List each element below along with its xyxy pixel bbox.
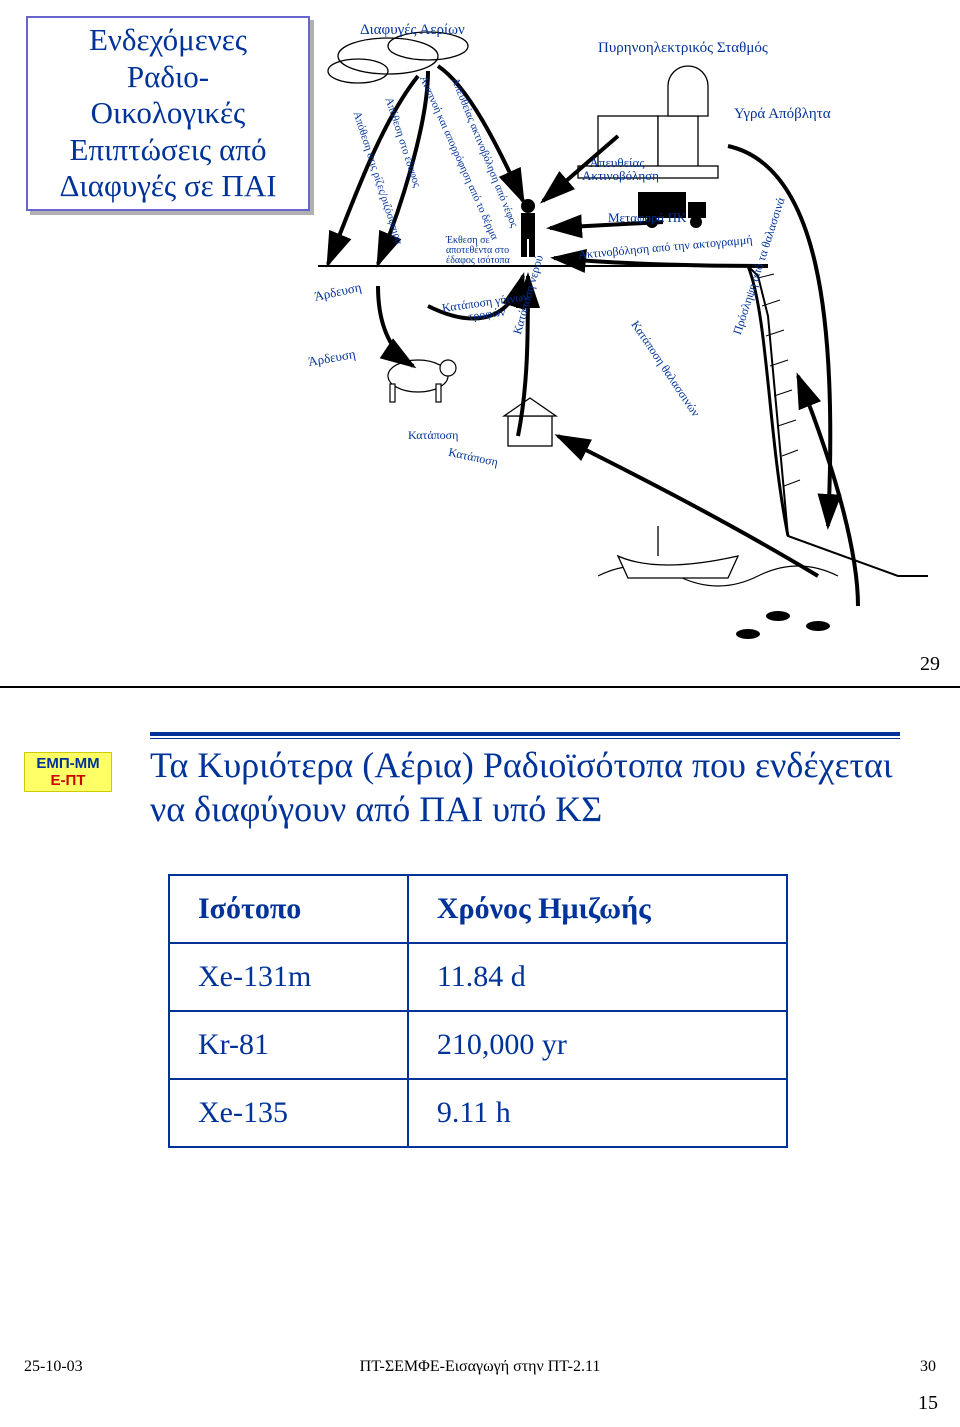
label-npp: Πυρηνοηλεκτρικός Σταθμός	[598, 40, 768, 57]
title-line: Οικολογικές	[34, 95, 302, 132]
title-line: Διαφυγές σε ΠΑΙ	[34, 168, 302, 205]
col-isotope: Ισότοπο	[169, 875, 408, 943]
table-row: Xe-135 9.11 h	[169, 1079, 787, 1147]
title-rule-thick	[150, 732, 900, 736]
slide2-title: Τα Κυριότερα (Αέρια) Ραδιοϊσότοπα που εν…	[150, 744, 920, 832]
col-halflife: Χρόνος Ημιζωής	[408, 875, 787, 943]
label-transport: Μεταφορά ΠΚ	[608, 210, 686, 226]
label-ingest: Κατάποση	[408, 428, 458, 443]
diagram-svg	[318, 16, 928, 656]
cell-isotope: Xe-135	[169, 1079, 408, 1147]
cell-isotope: Xe-131m	[169, 943, 408, 1011]
label-direct-rad: Απευθείας Ακτινοβόληση	[582, 156, 652, 182]
slide1-page-number: 29	[920, 653, 940, 676]
table-row: Kr-81 210,000 yr	[169, 1011, 787, 1079]
slide-1: Ενδεχόμενες Ραδιο- Οικολογικές Επιπτώσει…	[0, 0, 960, 688]
pathway-diagram: Διαφυγές Αερίων Πυρηνοηλεκτρικός Σταθμός…	[318, 16, 928, 656]
logo-line-1: ΕΜΠ-ΜΜ	[25, 755, 111, 772]
title-rule-thin	[150, 738, 900, 739]
label-exposure-deposit: Έκθεση σε αποτεθέντα στο έδαφος ισότοπα	[446, 236, 524, 266]
slide1-title-box: Ενδεχόμενες Ραδιο- Οικολογικές Επιπτώσει…	[26, 16, 310, 211]
table-head-row: Ισότοπο Χρόνος Ημιζωής	[169, 875, 787, 943]
label-gas-leaks: Διαφυγές Αερίων	[360, 22, 465, 39]
institution-logo: ΕΜΠ-ΜΜ Ε-ΠΤ	[24, 752, 112, 792]
table-row: Xe-131m 11.84 d	[169, 943, 787, 1011]
title-line: Ραδιο-	[34, 59, 302, 96]
sheet-page-number: 15	[0, 1388, 960, 1427]
isotope-table: Ισότοπο Χρόνος Ημιζωής Xe-131m 11.84 d K…	[168, 874, 788, 1148]
slide2-page-number: 30	[920, 1358, 936, 1376]
title-line: Επιπτώσεις από	[34, 132, 302, 169]
footer-course: ΠΤ-ΣΕΜΦΕ-Εισαγωγή στην ΠΤ-2.11	[0, 1358, 960, 1376]
title-line: Ενδεχόμενες	[34, 22, 302, 59]
logo-line-2: Ε-ΠΤ	[25, 772, 111, 789]
label-liquid-waste: Υγρά Απόβλητα	[734, 106, 831, 123]
slide-2: ΕΜΠ-ΜΜ Ε-ΠΤ Τα Κυριότερα (Αέρια) Ραδιοϊσ…	[0, 688, 960, 1388]
cell-halflife: 210,000 yr	[408, 1011, 787, 1079]
cell-halflife: 11.84 d	[408, 943, 787, 1011]
cell-halflife: 9.11 h	[408, 1079, 787, 1147]
cell-isotope: Kr-81	[169, 1011, 408, 1079]
